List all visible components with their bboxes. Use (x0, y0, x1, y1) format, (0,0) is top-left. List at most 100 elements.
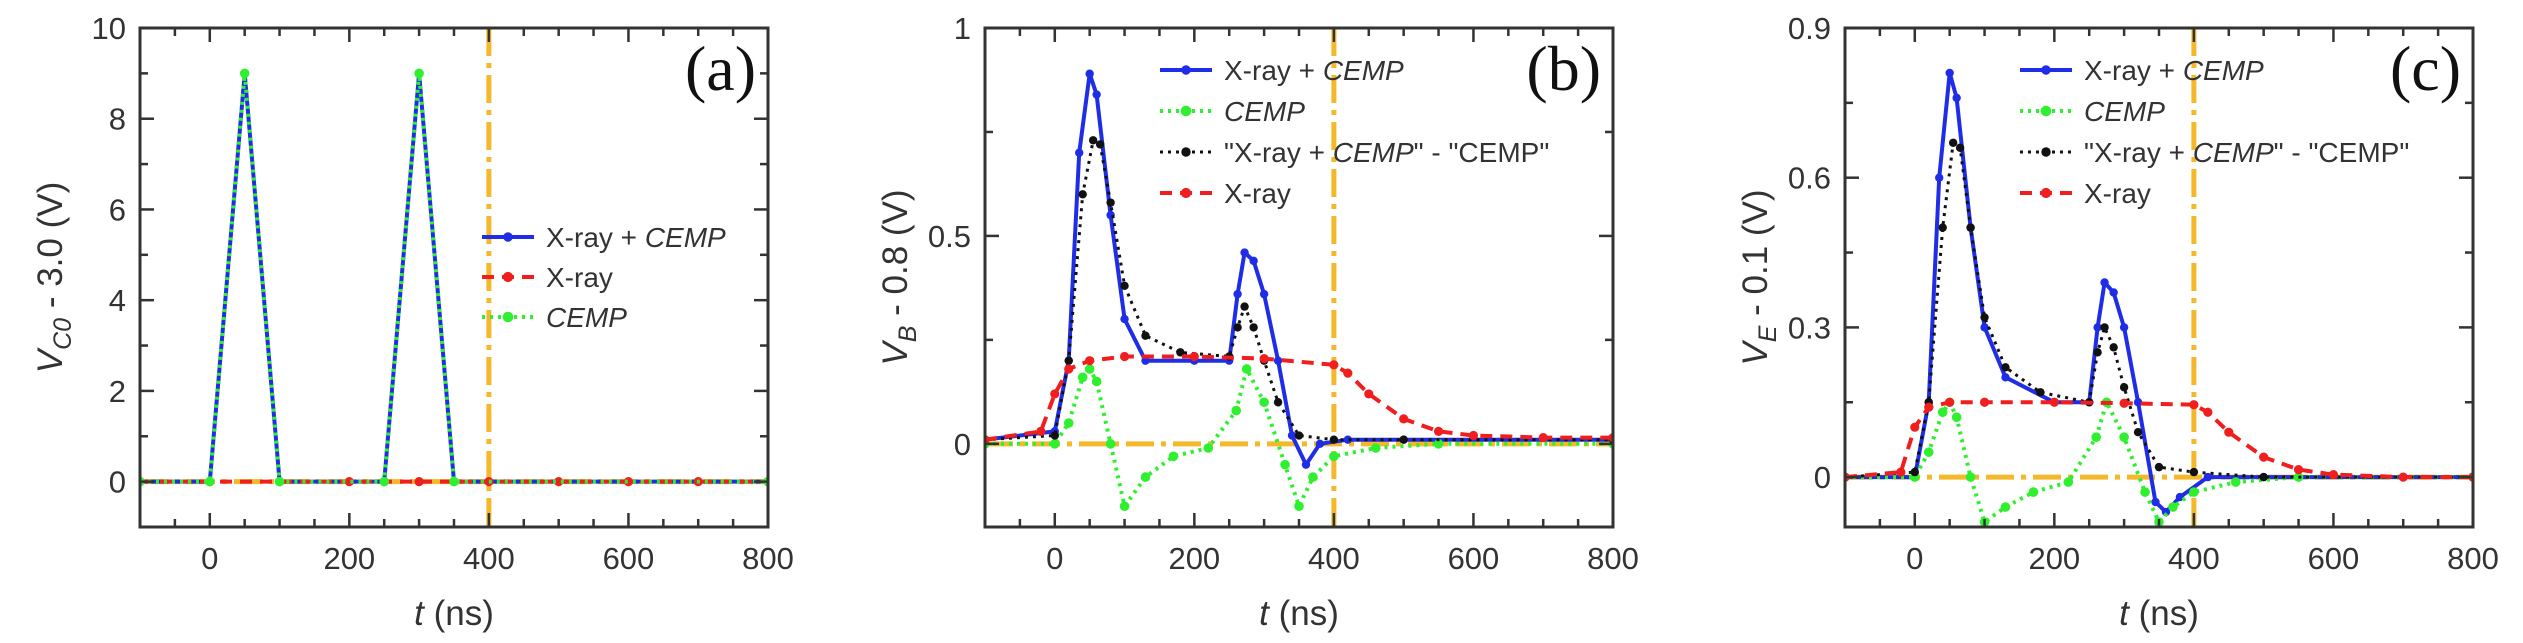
legend-label-xray: X-ray (1224, 178, 1291, 209)
data-point-xray (2259, 452, 2269, 462)
x-tick-label: 400 (1308, 541, 1360, 576)
data-point-xray (2398, 472, 2408, 482)
x-tick-label: 400 (463, 541, 515, 576)
data-point-xray-cemp (1315, 439, 1325, 449)
data-point-xray-cemp (2133, 398, 2143, 407)
data-point-cemp (2119, 432, 2129, 442)
data-point-xray (2119, 398, 2129, 408)
series-line-diff (1845, 141, 2473, 479)
x-tick-label: 200 (2028, 541, 2080, 576)
data-point-cemp (1951, 412, 1962, 423)
data-point-diff (2109, 343, 2118, 352)
data-point-diff (1064, 356, 1073, 365)
data-point-cemp (1231, 405, 1241, 416)
axes-frame (138, 26, 770, 529)
data-point-xray (2203, 407, 2213, 417)
legend-label-cemp: CEMP (1224, 96, 1305, 127)
x-tick-label: 600 (1448, 541, 1500, 576)
legend: X-ray + CEMP X-ray CEMP (482, 222, 726, 333)
legend-marker-cemp (2040, 105, 2052, 117)
data-point-xray (1050, 389, 1060, 399)
x-tick-label: 800 (742, 541, 794, 576)
legend: X-ray + CEMP CEMP "X-ray + CEMP" - "CEMP" X… (1160, 55, 1549, 209)
data-point-xray (2293, 465, 2304, 475)
x-tick-label: 600 (603, 541, 655, 576)
data-point-cemp (1084, 364, 1095, 374)
data-point-diff (1233, 323, 1242, 332)
data-point-xray-cemp (1273, 356, 1283, 365)
data-point-cemp (1965, 472, 1976, 482)
data-point-cemp (204, 476, 215, 487)
chart-panel-a: 0 200 400 600 800 0 2 4 6 8 10 t (ns) VC0 - 3.0 (V) (… (31, 11, 794, 633)
data-point-diff (2259, 472, 2268, 482)
x-tick-label: 200 (1168, 541, 1220, 576)
plot-area (140, 28, 768, 527)
data-point-cemp (2189, 487, 2199, 497)
data-point-diff (2133, 427, 2143, 437)
data-point-diff (1329, 435, 1339, 444)
x-tick-label: 0 (1046, 541, 1063, 576)
x-tick-label: 600 (2308, 541, 2360, 576)
data-point-xray (1910, 422, 1920, 432)
data-point-xray (1433, 426, 1444, 436)
x-tick-label: 800 (2447, 541, 2499, 576)
data-point-xray (1399, 414, 1409, 424)
data-point-xray (1468, 430, 1479, 441)
data-point-xray (1364, 389, 1374, 399)
data-point-xray-cemp (1120, 314, 1129, 324)
data-point-cemp (414, 68, 424, 79)
legend-label-xray-cemp: X-ray + CEMP (546, 222, 726, 253)
data-point-diff (1240, 302, 1249, 311)
data-point-xray (414, 477, 424, 487)
x-tick-label: 400 (2168, 541, 2220, 576)
data-point-cemp (1140, 472, 1151, 482)
data-point-xray (1259, 353, 1269, 364)
data-point-cemp (1105, 439, 1116, 449)
data-point-diff (2189, 467, 2199, 477)
y-tick-label: 10 (92, 11, 126, 46)
data-point-cemp (1091, 376, 1102, 387)
data-point-cemp (2000, 502, 2011, 512)
data-point-cemp (1203, 443, 1214, 453)
data-point-diff (2100, 323, 2109, 332)
y-tick-label: 8 (109, 102, 126, 137)
legend-marker-diff (1181, 147, 1191, 157)
data-point-cemp (1433, 439, 1444, 449)
data-point-xray (1538, 432, 1548, 443)
legend-marker-xray (502, 271, 514, 283)
data-point-xray (1329, 360, 1339, 370)
data-point-cemp (1370, 443, 1381, 453)
data-point-xray (344, 477, 354, 487)
data-point-cemp (1923, 447, 1934, 457)
data-point-cemp (2091, 432, 2101, 442)
data-point-diff (1938, 223, 1947, 232)
data-point-cemp (1049, 439, 1060, 449)
data-point-xray (1945, 397, 1955, 407)
data-point-diff (1106, 198, 1115, 207)
y-tick-label: 0.3 (1788, 310, 1831, 345)
data-point-diff (1980, 313, 1989, 322)
data-point-diff (1141, 331, 1150, 340)
data-point-xray-cemp (2151, 497, 2160, 507)
x-tick-label: 800 (1587, 541, 1639, 576)
legend-label-diff: "X-ray + CEMP" - "CEMP" (1224, 137, 1549, 168)
data-point-cemp (1259, 397, 1269, 408)
series-line-xray-cemp (140, 71, 768, 484)
data-point-diff (1120, 281, 1129, 291)
data-point-diff (2154, 462, 2164, 472)
data-point-diff (1966, 223, 1975, 232)
panel-label: (b) (1526, 33, 1601, 104)
legend-marker-xray (1180, 187, 1192, 199)
data-point-diff (1078, 190, 1087, 199)
legend-label-xray: X-ray (546, 262, 613, 293)
data-point-xray-cemp (2100, 278, 2109, 287)
legend-label-xray: X-ray (2084, 178, 2151, 209)
legend: X-ray + CEMP CEMP "X-ray + CEMP" - "CEMP" X… (2020, 55, 2409, 209)
data-point-xray (2224, 427, 2234, 437)
data-point-diff (1294, 431, 1304, 440)
legend-marker-xray (2040, 187, 2052, 199)
panel-label: (a) (685, 33, 756, 104)
data-point-xray-cemp (2203, 472, 2213, 482)
